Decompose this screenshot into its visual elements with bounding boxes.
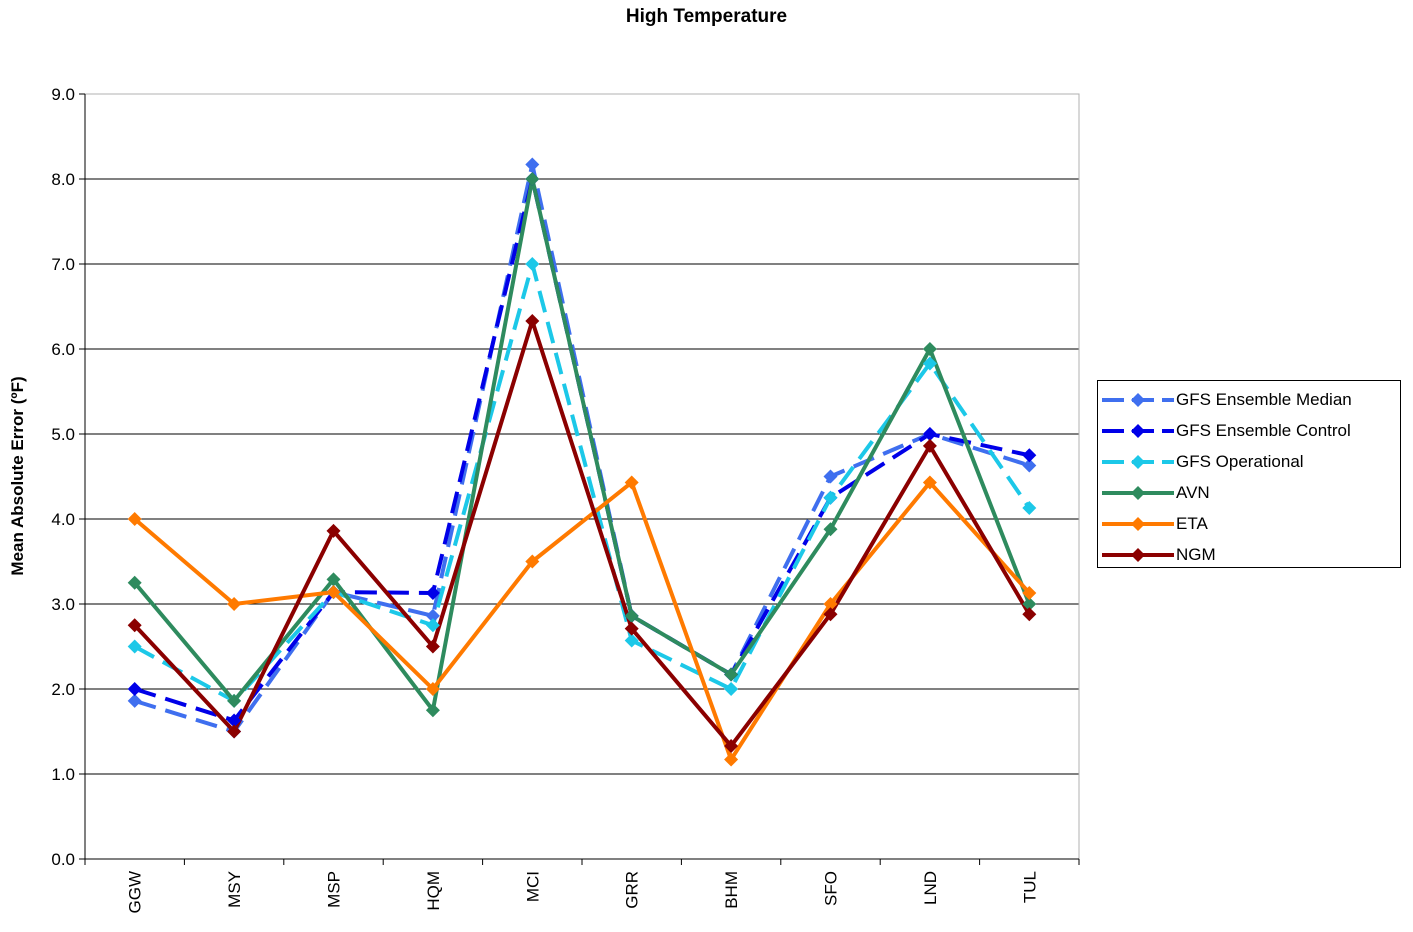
- data-point: [823, 597, 838, 611]
- legend-item: GFS Operational: [1098, 447, 1400, 477]
- legend-label: GFS Operational: [1176, 452, 1304, 471]
- legend-label: GFS Ensemble Control: [1176, 421, 1351, 440]
- data-point: [1022, 500, 1037, 515]
- y-tick-label: 3.0: [51, 595, 75, 614]
- series-line: [133, 177, 1032, 713]
- data-point: [425, 585, 440, 600]
- data-point: [724, 667, 739, 682]
- data-point: [922, 475, 937, 490]
- x-tick-label: TUL: [1020, 871, 1039, 903]
- legend-item: GFS Ensemble Control: [1098, 416, 1400, 446]
- data-point: [724, 738, 739, 753]
- legend-label: GFS Ensemble Median: [1176, 390, 1352, 409]
- data-point: [624, 633, 639, 648]
- data-point: [525, 157, 540, 172]
- y-tick-label: 8.0: [51, 170, 75, 189]
- data-point: [127, 575, 142, 590]
- data-point: [227, 724, 242, 739]
- x-tick-label: MCI: [523, 871, 542, 902]
- series-line: [133, 318, 1032, 748]
- x-tick-label: LND: [921, 871, 940, 905]
- data-point: [624, 475, 639, 490]
- chart-title: High Temperature: [625, 6, 788, 27]
- series-line: [133, 480, 1031, 762]
- data-point: [724, 682, 739, 696]
- legend-swatch: [1102, 548, 1174, 562]
- data-point: [525, 554, 540, 569]
- legend-label: AVN: [1176, 483, 1210, 502]
- data-point: [425, 682, 440, 696]
- data-point: [922, 356, 937, 371]
- y-tick-label: 5.0: [51, 425, 75, 444]
- data-point: [425, 703, 440, 718]
- data-point: [127, 693, 142, 708]
- data-point: [823, 469, 838, 484]
- data-point: [922, 342, 937, 356]
- x-tick-label: SFO: [822, 871, 841, 906]
- legend-item: AVN: [1098, 478, 1400, 508]
- data-point: [823, 607, 838, 622]
- data-point: [525, 172, 540, 186]
- data-point: [227, 693, 242, 708]
- data-point: [425, 608, 440, 623]
- legend-swatch: [1102, 517, 1174, 531]
- data-point: [425, 618, 440, 633]
- data-point: [922, 427, 937, 441]
- y-tick-label: 0.0: [51, 850, 75, 869]
- legend-item: NGM: [1098, 540, 1400, 570]
- tick-labels: 0.0 1.0 2.0 3.0 4.0 5.0 6.0 7.0 8.0 9.0 GGW MSY MSP H…: [51, 85, 1039, 914]
- legend-swatch: [1102, 424, 1174, 438]
- legend: GFS Ensemble Median GFS Ensemble Control G…: [1097, 380, 1401, 568]
- x-tick-label: GGW: [126, 871, 145, 914]
- legend-label: NGM: [1176, 545, 1216, 564]
- y-tick-label: 6.0: [51, 340, 75, 359]
- x-tick-label: MSP: [325, 871, 344, 908]
- data-point: [227, 713, 242, 728]
- series-markers: [127, 157, 1037, 767]
- data-point: [326, 585, 341, 600]
- data-point: [823, 522, 838, 537]
- data-point: [127, 618, 142, 633]
- y-axis-label: Mean Absolute Error (ºF): [8, 376, 27, 575]
- data-point: [127, 512, 142, 526]
- x-tick-label: HQM: [424, 871, 443, 911]
- legend-item: ETA: [1098, 509, 1400, 539]
- y-tick-label: 2.0: [51, 680, 75, 699]
- series-lines: [133, 162, 1032, 762]
- legend-swatch: [1102, 486, 1174, 500]
- data-point: [624, 621, 639, 636]
- data-point: [1022, 607, 1037, 622]
- data-point: [724, 752, 739, 767]
- x-tick-label: MSY: [225, 871, 244, 908]
- legend-swatch: [1102, 455, 1174, 469]
- data-point: [1022, 458, 1037, 473]
- y-tick-label: 9.0: [51, 85, 75, 104]
- axes: [79, 93, 1080, 865]
- data-point: [1022, 597, 1037, 611]
- series-line: [133, 262, 1031, 703]
- data-point: [525, 313, 540, 328]
- data-point: [1022, 448, 1037, 463]
- data-point: [127, 639, 142, 654]
- y-tick-label: 7.0: [51, 255, 75, 274]
- series-line: [134, 177, 1030, 723]
- data-point: [326, 572, 341, 587]
- legend-swatch: [1102, 393, 1174, 407]
- x-tick-label: BHM: [722, 871, 741, 909]
- data-point: [823, 490, 838, 505]
- legend-item: GFS Ensemble Median: [1098, 385, 1400, 415]
- data-point: [326, 523, 341, 538]
- x-tick-label: GRR: [623, 871, 642, 909]
- y-tick-label: 1.0: [51, 765, 75, 784]
- data-point: [127, 682, 142, 696]
- legend-label: ETA: [1176, 514, 1208, 533]
- data-point: [922, 438, 937, 453]
- data-point: [425, 639, 440, 654]
- data-point: [525, 257, 540, 271]
- data-point: [1022, 585, 1037, 600]
- y-tick-label: 4.0: [51, 510, 75, 529]
- data-point: [624, 608, 639, 623]
- data-point: [227, 597, 242, 611]
